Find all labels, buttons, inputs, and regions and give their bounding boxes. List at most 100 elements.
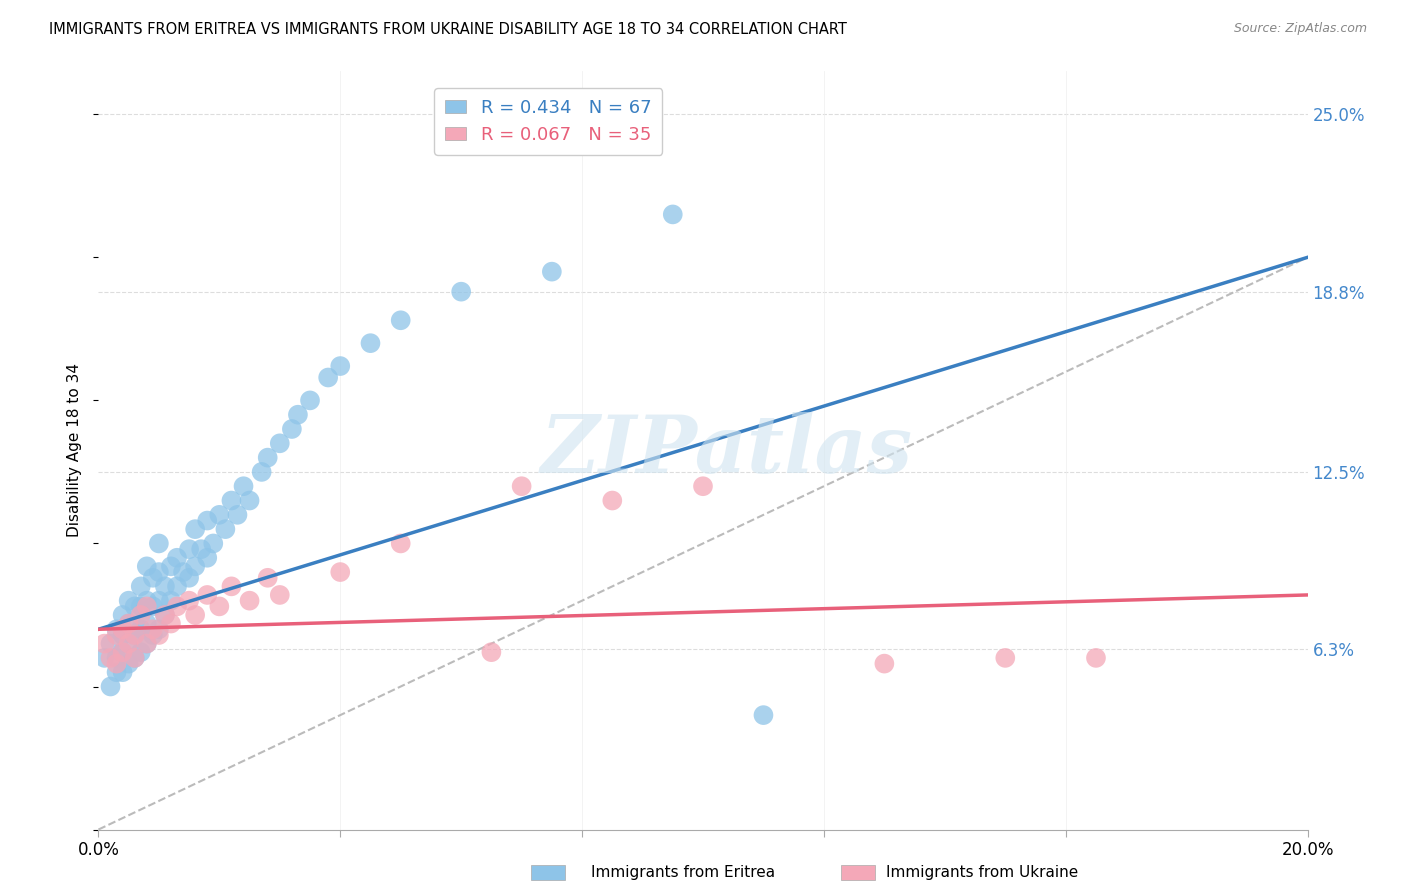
Point — [111, 607, 134, 622]
Point — [153, 607, 176, 622]
Point — [184, 559, 207, 574]
Point — [100, 680, 122, 694]
Point — [111, 628, 134, 642]
Point — [450, 285, 472, 299]
Point — [105, 665, 128, 680]
Point — [118, 657, 141, 671]
Point — [105, 622, 128, 636]
Text: Immigrants from Ukraine: Immigrants from Ukraine — [886, 865, 1078, 880]
Point — [179, 571, 201, 585]
Point — [208, 508, 231, 522]
Point — [1085, 651, 1108, 665]
Point — [299, 393, 322, 408]
Point — [111, 645, 134, 659]
Point — [221, 579, 243, 593]
Point — [166, 599, 188, 614]
Point — [202, 536, 225, 550]
Point — [100, 651, 122, 665]
Point — [105, 628, 128, 642]
Legend: R = 0.434   N = 67, R = 0.067   N = 35: R = 0.434 N = 67, R = 0.067 N = 35 — [434, 88, 662, 154]
Point — [256, 450, 278, 465]
Point — [179, 593, 201, 607]
Text: IMMIGRANTS FROM ERITREA VS IMMIGRANTS FROM UKRAINE DISABILITY AGE 18 TO 34 CORRE: IMMIGRANTS FROM ERITREA VS IMMIGRANTS FR… — [49, 22, 846, 37]
Point — [179, 542, 201, 557]
Point — [195, 588, 218, 602]
Point — [208, 599, 231, 614]
Y-axis label: Disability Age 18 to 34: Disability Age 18 to 34 — [67, 363, 83, 538]
Point — [118, 616, 141, 631]
Point — [190, 542, 212, 557]
Point — [540, 265, 562, 279]
Point — [100, 637, 122, 651]
Point — [124, 599, 146, 614]
Point — [124, 651, 146, 665]
Point — [135, 599, 157, 614]
Point — [184, 522, 207, 536]
Point — [118, 637, 141, 651]
Point — [250, 465, 273, 479]
Point — [239, 493, 262, 508]
Point — [692, 479, 714, 493]
Point — [389, 536, 412, 550]
Point — [329, 565, 352, 579]
Point — [129, 599, 152, 614]
Point — [129, 579, 152, 593]
Point — [481, 645, 503, 659]
Point — [221, 493, 243, 508]
Point — [160, 593, 183, 607]
Point — [153, 579, 176, 593]
Point — [232, 479, 254, 493]
Point — [148, 565, 170, 579]
Bar — [531, 865, 565, 880]
Point — [148, 593, 170, 607]
Point — [111, 665, 134, 680]
Point — [124, 628, 146, 642]
Point — [166, 579, 188, 593]
Point — [142, 622, 165, 636]
Point — [752, 708, 775, 723]
Point — [142, 599, 165, 614]
Point — [129, 607, 152, 622]
Point — [142, 571, 165, 585]
Point — [135, 616, 157, 631]
Point — [118, 616, 141, 631]
Point — [148, 622, 170, 636]
Point — [256, 571, 278, 585]
Point — [360, 336, 382, 351]
Text: Source: ZipAtlas.com: Source: ZipAtlas.com — [1233, 22, 1367, 36]
Point — [239, 593, 262, 607]
Point — [602, 493, 624, 508]
Point — [148, 628, 170, 642]
Point — [105, 657, 128, 671]
Point — [316, 370, 339, 384]
Point — [160, 616, 183, 631]
Point — [105, 651, 128, 665]
Point — [195, 550, 218, 565]
Point — [142, 628, 165, 642]
Point — [166, 550, 188, 565]
Point — [135, 559, 157, 574]
Point — [281, 422, 304, 436]
Point — [994, 651, 1017, 665]
Point — [118, 637, 141, 651]
Point — [118, 593, 141, 607]
Text: ZIPatlas: ZIPatlas — [541, 412, 914, 489]
Point — [135, 637, 157, 651]
Bar — [841, 865, 875, 880]
Point — [510, 479, 533, 493]
Point — [124, 651, 146, 665]
Point — [124, 628, 146, 642]
Point — [389, 313, 412, 327]
Point — [135, 637, 157, 651]
Point — [111, 622, 134, 636]
Point — [287, 408, 309, 422]
Text: Immigrants from Eritrea: Immigrants from Eritrea — [591, 865, 775, 880]
Point — [129, 622, 152, 636]
Point — [214, 522, 236, 536]
Point — [93, 637, 115, 651]
Point — [269, 436, 291, 450]
Point — [172, 565, 194, 579]
Point — [129, 645, 152, 659]
Point — [111, 645, 134, 659]
Point — [153, 607, 176, 622]
